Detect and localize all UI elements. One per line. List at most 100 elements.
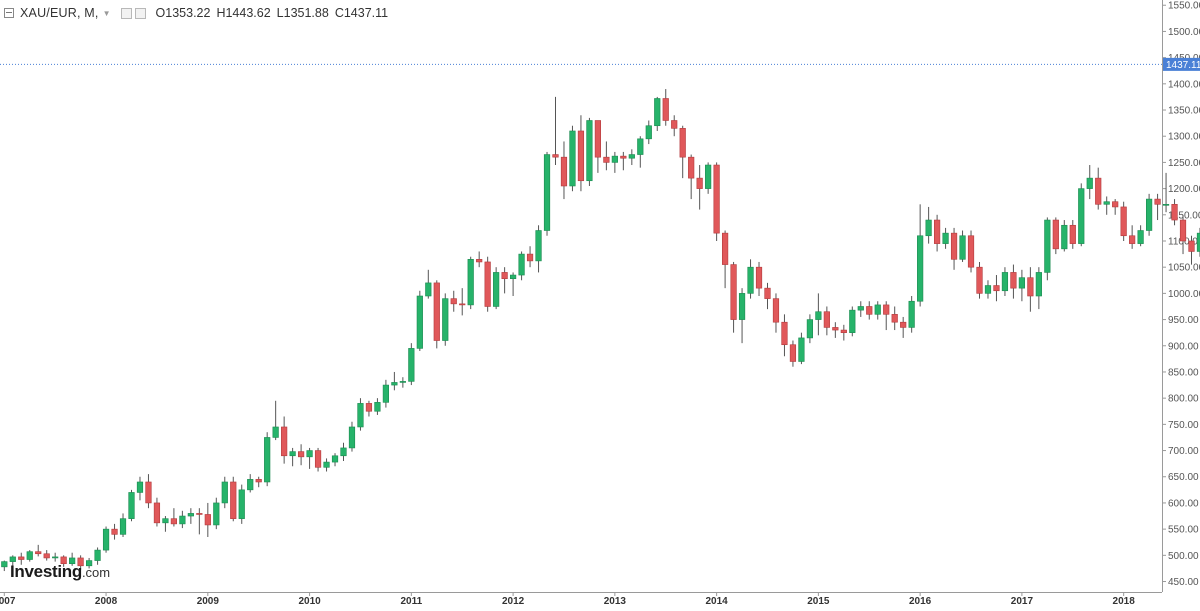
candle-body (526, 253, 534, 262)
candle-body (789, 344, 797, 362)
candle-body (43, 553, 50, 559)
candle-body (18, 556, 25, 560)
candle-body (891, 314, 898, 323)
candle-body (1035, 272, 1042, 297)
candle-body (1171, 204, 1178, 221)
candle-body (255, 479, 262, 483)
candle-body (323, 461, 330, 468)
candle-body (1, 561, 8, 568)
candle-body (688, 156, 695, 179)
y-tick-label: 1550.00 (1168, 1, 1200, 12)
last-price-badge (1163, 57, 1200, 71)
logo-brand: Investing (10, 562, 82, 581)
logo-suffix: .com (81, 565, 111, 580)
candle-body (179, 515, 186, 525)
candle-body (1069, 224, 1076, 244)
candle-body (815, 311, 822, 320)
candle-body (967, 235, 975, 268)
candle-body (925, 219, 932, 237)
candle-body (1188, 240, 1195, 252)
candle-body (128, 492, 135, 519)
candle-body (611, 155, 618, 163)
candle-body (984, 285, 992, 294)
candle-body (560, 156, 568, 187)
close-icon[interactable] (134, 7, 146, 19)
x-tick-label: 2009 (197, 596, 220, 606)
candle-body (391, 382, 398, 386)
candle-body (586, 120, 593, 182)
close-value: 1437.11 (343, 6, 389, 20)
candle-body (857, 306, 864, 311)
candle-body (230, 481, 237, 519)
y-tick-label: 800.00 (1168, 394, 1199, 405)
candle-body (798, 337, 805, 362)
candle-body (721, 232, 729, 265)
x-tick-label: 2015 (807, 596, 830, 606)
candle-body (86, 560, 93, 567)
candle-body (772, 298, 780, 323)
candle-body (281, 426, 288, 457)
candle-body (1018, 277, 1025, 289)
y-tick-label: 1400.00 (1168, 79, 1200, 90)
candle-body (94, 549, 101, 561)
candle-body (425, 282, 432, 297)
candle-body (77, 557, 84, 567)
candle-body (942, 232, 949, 244)
candle-body (1154, 198, 1161, 205)
low-value: 1351.88 (283, 6, 329, 20)
candle-body (153, 502, 161, 524)
y-tick-label: 1100.00 (1168, 236, 1200, 247)
candle-body (213, 502, 220, 526)
candle-body (162, 518, 169, 524)
x-tick-label: 2017 (1011, 596, 1034, 606)
candle-body (119, 518, 127, 535)
chevron-down-icon[interactable]: ▼ (102, 8, 111, 18)
open-value: 1353.22 (165, 6, 211, 20)
candle-body (357, 403, 364, 428)
candle-body (738, 293, 746, 320)
candle-body (314, 450, 322, 468)
y-tick-label: 450.00 (1168, 577, 1199, 588)
candle-body (476, 259, 483, 263)
candle-body (399, 381, 406, 383)
candle-body (493, 272, 500, 307)
settings-icon[interactable] (120, 7, 132, 19)
y-tick-label: 900.00 (1168, 341, 1199, 352)
candle-body (654, 98, 661, 127)
candle-body (145, 481, 152, 504)
candle-body (535, 230, 542, 262)
candle-body (1086, 177, 1093, 189)
candle-body (450, 298, 457, 305)
high-value: 1443.62 (225, 6, 271, 20)
symbol-label[interactable]: XAU/EUR, M, (20, 6, 99, 20)
y-tick-label: 1500.00 (1168, 27, 1200, 38)
investing-logo: Investing.com (10, 562, 110, 582)
candle-body (552, 154, 559, 158)
x-tick-label: 2013 (604, 596, 627, 606)
candle-body (297, 451, 305, 458)
candle-body (509, 274, 517, 280)
candle-body (840, 329, 847, 333)
candle-body (900, 321, 907, 328)
candle-body (52, 556, 59, 559)
candle-body (264, 437, 271, 483)
x-tick-label: 2008 (95, 596, 118, 606)
candle-body (518, 253, 525, 276)
candle-body (620, 155, 627, 159)
candle-body (696, 177, 703, 189)
candle-body (747, 266, 754, 294)
candle-body (1027, 277, 1034, 297)
candle-body (1112, 201, 1119, 208)
close-key: C (334, 6, 344, 20)
candle-body (806, 319, 813, 339)
y-tick-label: 600.00 (1168, 498, 1199, 509)
y-tick-label: 950.00 (1168, 315, 1199, 326)
candle-body (9, 556, 16, 562)
candle-body (204, 514, 211, 526)
collapse-icon[interactable] (4, 8, 14, 18)
candle-body (247, 479, 254, 491)
y-tick-label: 1350.00 (1168, 106, 1200, 117)
candle-body (679, 128, 686, 158)
candle-body (102, 528, 110, 551)
y-tick-label: 1300.00 (1168, 132, 1200, 143)
